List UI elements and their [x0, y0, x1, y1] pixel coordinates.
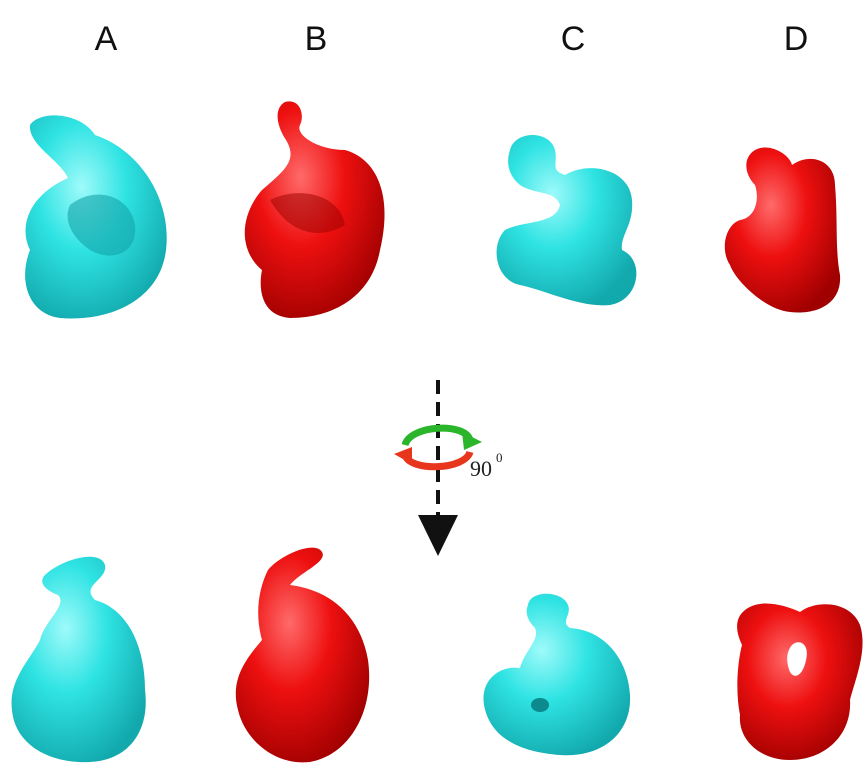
rotation-angle: 90: [470, 456, 492, 481]
density-map-a-top: [25, 115, 167, 318]
density-map-d-bottom: [737, 604, 862, 760]
panel-label: B: [305, 20, 328, 58]
panel-label: D: [784, 20, 809, 58]
density-map-b-bottom: [236, 548, 369, 763]
figure: A B C D 90 0: [0, 0, 865, 765]
panel-label: C: [561, 20, 586, 58]
panel-label: A: [95, 20, 118, 58]
degree-mark: 0: [496, 450, 503, 465]
density-map-c-bottom: [483, 594, 630, 756]
density-map-d-top: [725, 148, 840, 313]
density-map-c-top: [497, 135, 637, 305]
rotation-indicator: 90 0: [394, 380, 503, 556]
density-map-b-top: [245, 101, 385, 318]
page: A B C D 90 0 (() => { cons: [0, 0, 865, 765]
density-map-a-bottom: [12, 557, 146, 762]
